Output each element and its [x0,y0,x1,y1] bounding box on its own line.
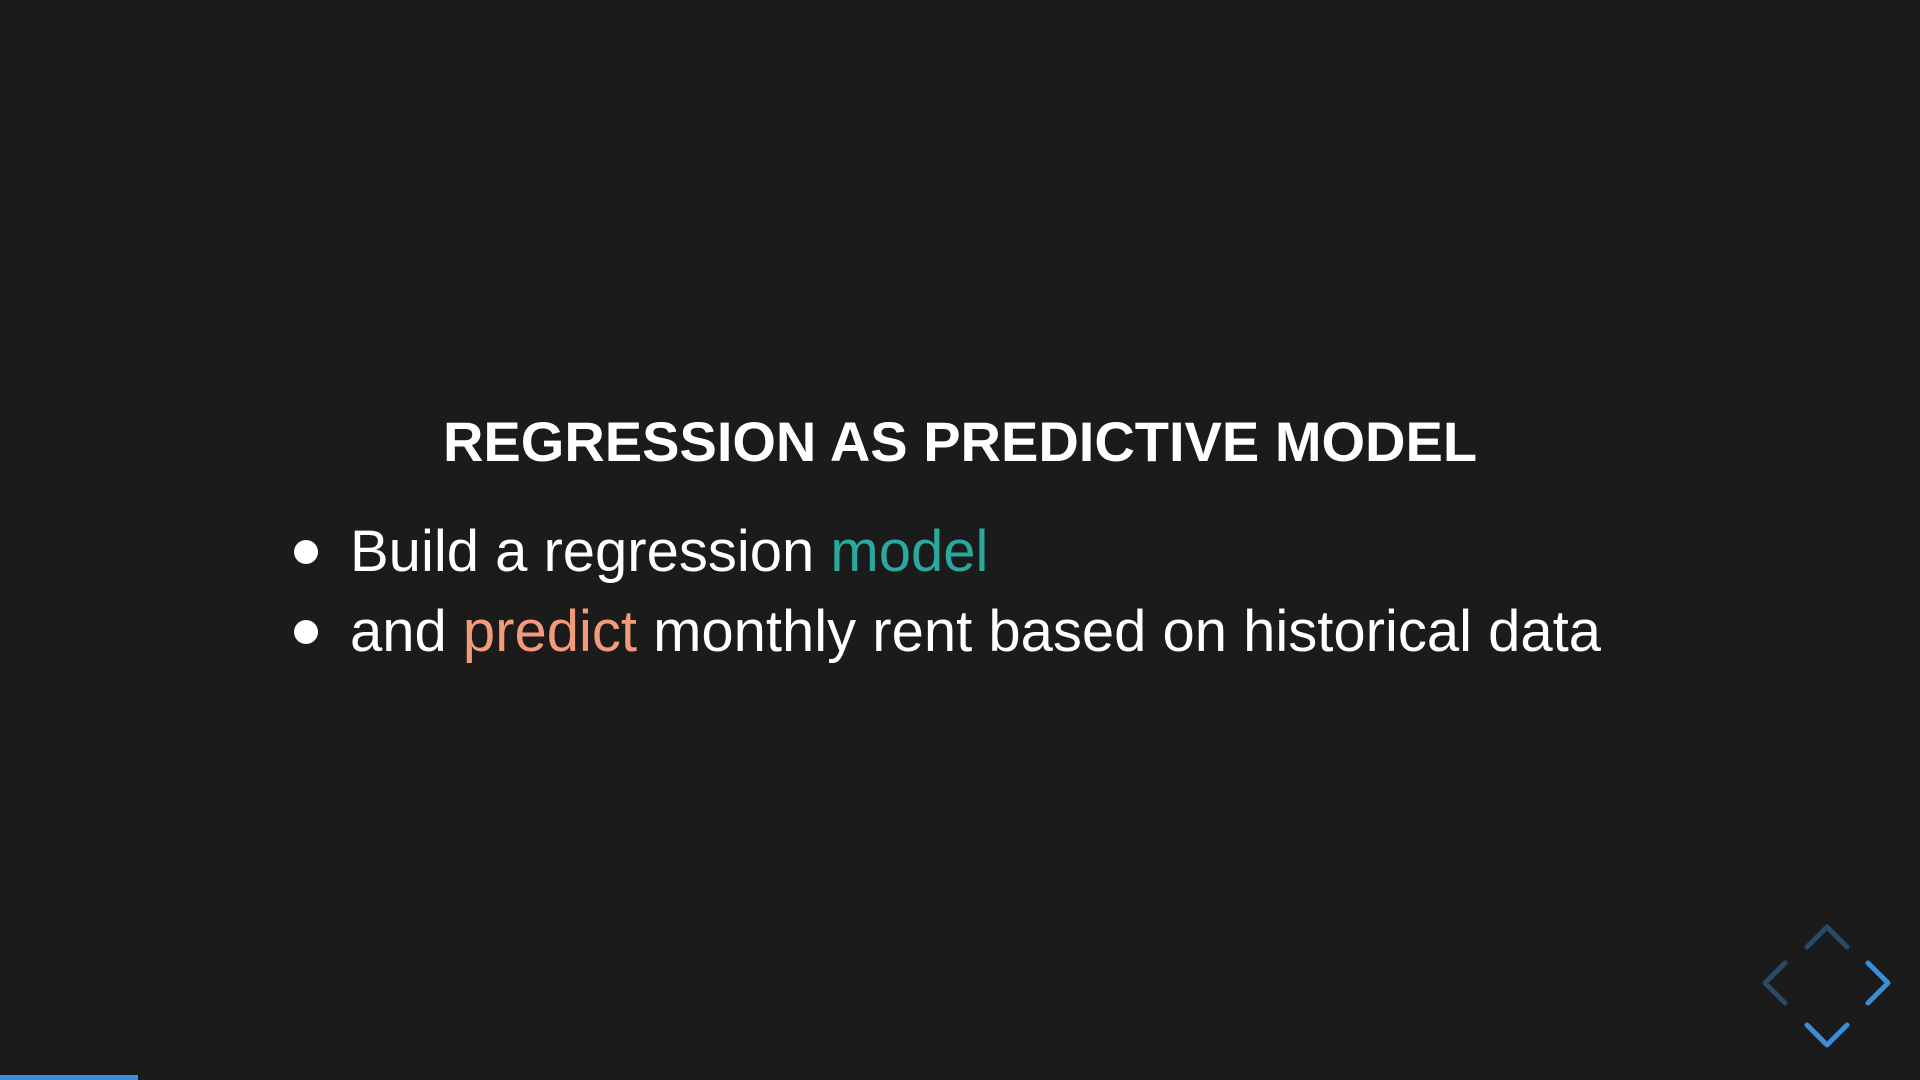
bullet-text: and [350,599,463,664]
chevron-right-icon[interactable] [1865,960,1891,1006]
highlight-word: predict [462,599,637,664]
navigation-controls [1755,915,1895,1055]
highlight-word: model [830,519,989,584]
slide-title: REGRESSION AS PREDICTIVE MODEL [442,410,1478,473]
chevron-up-icon[interactable] [1804,924,1850,950]
bullet-dot [294,540,318,564]
chevron-down-icon[interactable] [1804,1022,1850,1048]
bullet-text: monthly rent based on historical data [636,599,1601,664]
bullet-item: Build a regression model [290,512,1601,592]
bullet-text: Build a regression [350,519,831,584]
bullet-list: Build a regression model and predict mon… [290,512,1601,672]
navigation-controls-svg [1762,924,1891,1048]
bullet-dot [294,620,318,644]
progress-bar [0,1075,1920,1080]
bullet-item: and predict monthly rent based on histor… [290,592,1601,672]
chevron-left-icon[interactable] [1762,960,1788,1006]
progress-bar-fill [0,1075,139,1080]
